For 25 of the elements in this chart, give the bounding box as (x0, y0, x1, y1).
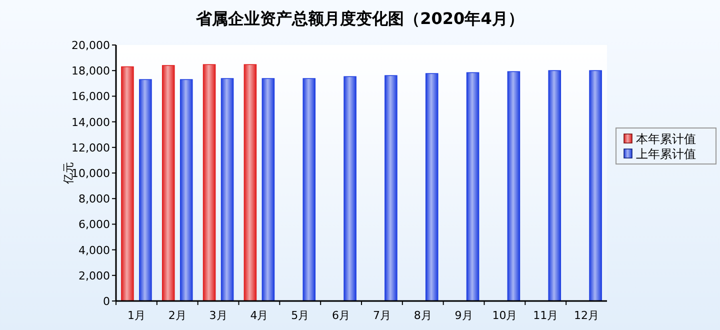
y-tick-label: 6,000 (78, 218, 110, 232)
y-tick-label: 2,000 (78, 269, 110, 282)
chart-title: 省属企业资产总额月度变化图（2020年4月） (195, 9, 524, 28)
legend-label: 上年累计值 (636, 147, 696, 161)
y-tick-label: 4,000 (78, 244, 110, 257)
x-tick-label: 3月 (209, 309, 228, 322)
y-tick-label: 16,000 (72, 90, 110, 104)
y-tick-label: 14,000 (72, 116, 110, 129)
x-tick-label: 1月 (127, 309, 146, 322)
x-tick-label: 11月 (533, 309, 558, 322)
x-tick-label: 4月 (250, 309, 268, 322)
legend-label: 本年累计值 (636, 132, 696, 146)
y-tick-label: 18,000 (72, 64, 110, 78)
x-tick-label: 6月 (332, 309, 350, 322)
y-tick-label: 20,000 (72, 39, 110, 52)
x-tick-label: 5月 (291, 309, 310, 322)
x-tick-label: 12月 (574, 309, 600, 322)
y-tick-label: 0 (103, 295, 110, 308)
x-tick-label: 10月 (492, 309, 518, 322)
y-tick-label: 8,000 (78, 192, 110, 206)
x-tick-label: 2月 (168, 309, 186, 322)
x-tick-label: 9月 (454, 309, 473, 322)
x-tick-label: 8月 (414, 309, 432, 322)
y-tick-label: 12,000 (72, 141, 110, 154)
x-tick-label: 7月 (372, 309, 391, 322)
